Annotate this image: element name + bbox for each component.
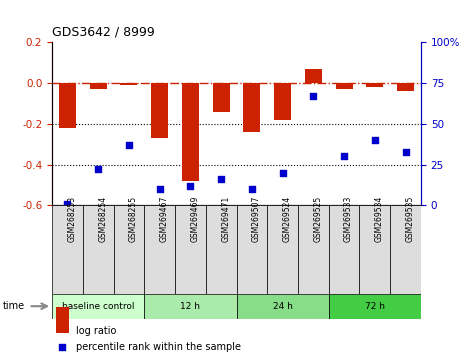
Bar	[114, 205, 144, 294]
Text: GSM269471: GSM269471	[221, 195, 230, 242]
Bar	[329, 294, 421, 319]
Text: GSM269524: GSM269524	[283, 195, 292, 242]
Text: GSM269469: GSM269469	[190, 195, 200, 242]
Bar	[336, 83, 352, 89]
Text: time: time	[2, 301, 25, 311]
Bar	[397, 83, 414, 91]
Text: GSM268254: GSM268254	[98, 195, 107, 242]
Point	[341, 154, 348, 159]
Text: GSM269533: GSM269533	[344, 195, 353, 242]
Text: GSM269525: GSM269525	[314, 195, 323, 242]
Point	[63, 201, 71, 206]
Bar	[244, 83, 260, 132]
Bar	[206, 205, 236, 294]
Point	[156, 186, 164, 192]
Text: GSM268255: GSM268255	[129, 195, 138, 242]
Point	[402, 149, 410, 154]
Bar	[390, 205, 421, 294]
Point	[217, 176, 225, 182]
Point	[59, 344, 66, 350]
Text: GSM269535: GSM269535	[406, 195, 415, 242]
Bar	[274, 83, 291, 120]
Bar	[52, 294, 144, 319]
Text: GSM269507: GSM269507	[252, 195, 261, 242]
Text: 72 h: 72 h	[365, 302, 385, 311]
Point	[94, 167, 102, 172]
Text: 24 h: 24 h	[272, 302, 293, 311]
Bar	[367, 83, 383, 87]
Text: baseline control: baseline control	[62, 302, 134, 311]
Point	[371, 137, 378, 143]
Bar	[175, 205, 206, 294]
Bar	[151, 83, 168, 138]
Bar	[52, 205, 83, 294]
Bar	[305, 69, 322, 83]
Text: GSM269467: GSM269467	[159, 195, 169, 242]
Bar	[329, 205, 359, 294]
Text: 12 h: 12 h	[180, 302, 201, 311]
Bar	[144, 294, 236, 319]
Bar	[236, 205, 267, 294]
Bar	[144, 205, 175, 294]
Point	[310, 93, 317, 99]
Point	[125, 142, 132, 148]
Text: GDS3642 / 8999: GDS3642 / 8999	[52, 26, 155, 39]
Bar	[182, 83, 199, 181]
Point	[248, 186, 255, 192]
Point	[186, 183, 194, 189]
Text: GSM269534: GSM269534	[375, 195, 384, 242]
Bar	[298, 205, 329, 294]
Bar	[236, 294, 329, 319]
Bar	[90, 83, 106, 89]
Bar	[59, 83, 76, 128]
Text: GSM268253: GSM268253	[67, 195, 77, 242]
Bar	[83, 205, 114, 294]
Bar	[359, 205, 390, 294]
Text: percentile rank within the sample: percentile rank within the sample	[76, 342, 241, 352]
Bar	[213, 83, 229, 112]
Bar	[56, 307, 69, 333]
Text: log ratio: log ratio	[76, 326, 116, 336]
Bar	[267, 205, 298, 294]
Point	[279, 170, 287, 176]
Bar	[121, 83, 137, 85]
